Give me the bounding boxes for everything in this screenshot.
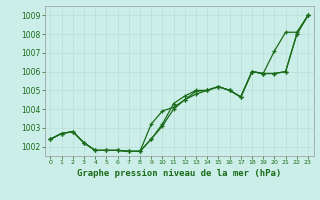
X-axis label: Graphe pression niveau de la mer (hPa): Graphe pression niveau de la mer (hPa) — [77, 169, 281, 178]
